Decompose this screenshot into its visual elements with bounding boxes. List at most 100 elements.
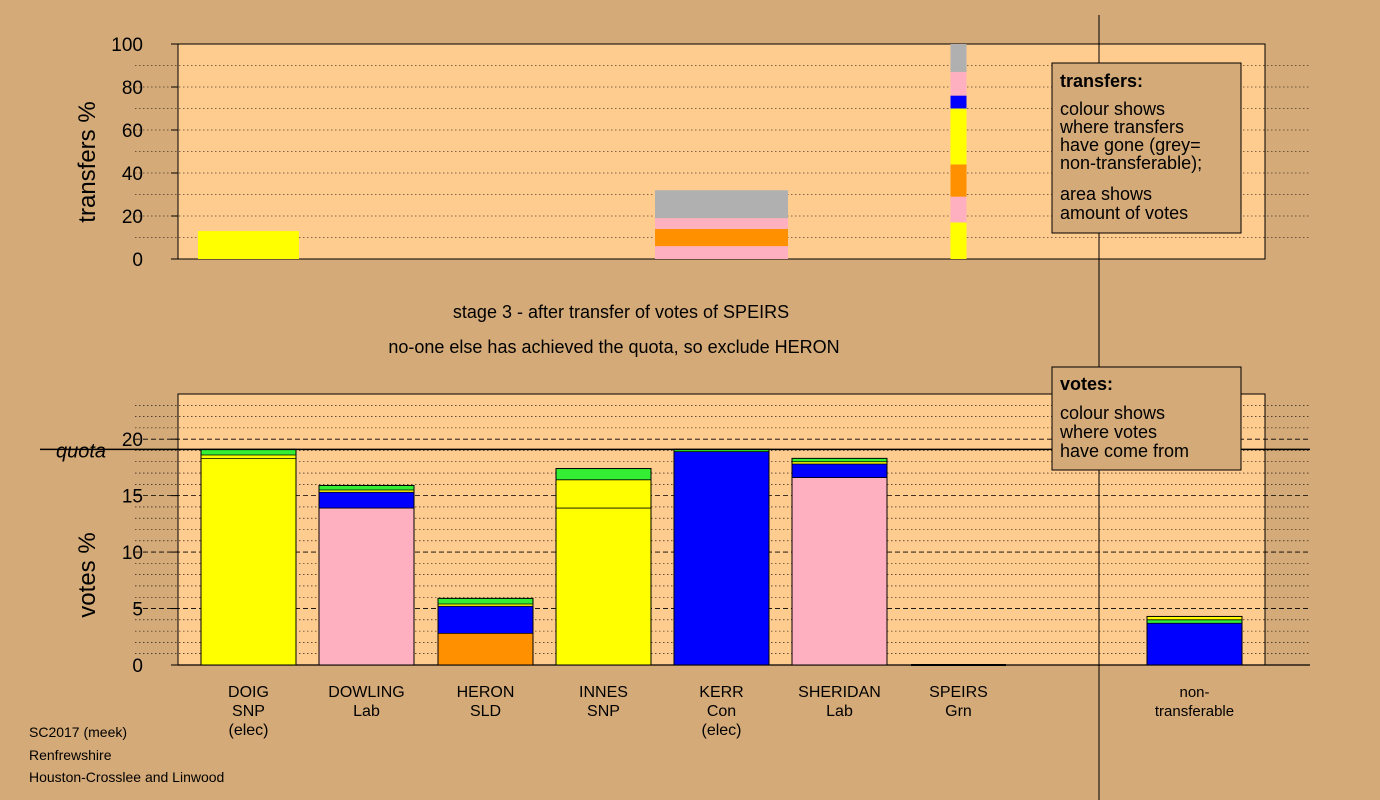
transfers-tick-label: 100	[111, 35, 143, 56]
transfer-segment-snp	[950, 108, 967, 165]
vote-segment-lab	[319, 508, 414, 665]
transfers-bars	[198, 44, 967, 259]
vote-bar	[200, 448, 297, 666]
votes-category-labels: DOIG SNP (elec) DOWLING Lab HERON SLD INNES SNP K…	[228, 684, 1234, 739]
stage-subtitle: no-one else has achieved the quota, so e…	[388, 337, 839, 357]
vote-segment-grn	[556, 468, 651, 480]
vote-segment-grn	[674, 449, 769, 452]
transfer-segment-lab	[655, 246, 788, 259]
footer-council: Renfrewshire	[29, 747, 112, 763]
transfer-segment-con	[950, 95, 967, 109]
votes-tick-label: 10	[122, 543, 143, 564]
vote-segment-snp	[319, 489, 414, 493]
vote-segment-snp	[201, 458, 296, 665]
category-label: DOWLING	[328, 684, 404, 701]
category-label: SLD	[470, 703, 501, 720]
transfers-legend-line: have gone (grey=	[1060, 135, 1201, 155]
transfer-segment-lab	[950, 196, 967, 223]
vote-bar-outline	[555, 468, 652, 666]
transfers-tick-label: 60	[122, 121, 143, 142]
vote-segment-snp	[792, 461, 887, 465]
footer-election: SC2017 (meek)	[29, 724, 127, 740]
vote-bar-outline	[791, 457, 888, 666]
vote-segment-grn	[792, 458, 887, 462]
vote-segment-snp	[556, 508, 651, 665]
votes-tick-label: 0	[132, 656, 143, 677]
vote-segment-snp	[556, 479, 651, 509]
vote-segment-con	[1147, 623, 1242, 665]
votes-bars	[200, 448, 1243, 666]
votes-legend-line: where votes	[1059, 422, 1157, 442]
category-label: Con	[707, 703, 736, 720]
quota-label: quota	[56, 440, 106, 462]
vote-bar-outline	[437, 597, 534, 666]
transfers-legend-line: where transfers	[1059, 117, 1184, 137]
category-label: SHERIDAN	[798, 684, 881, 701]
vote-segment-lab	[792, 477, 887, 665]
transfers-legend-line: amount of votes	[1060, 203, 1188, 223]
votes-tick-label: 15	[122, 487, 143, 508]
transfer-segment-lab	[655, 226, 788, 229]
vote-segment-sld	[438, 633, 533, 665]
transfers-tick-label: 0	[132, 250, 143, 271]
transfers-legend-box	[1051, 62, 1242, 234]
vote-segment-con	[319, 492, 414, 509]
votes-y-ticks: 0 5 10 15 20	[122, 430, 178, 677]
transfers-tick-label: 40	[122, 164, 143, 185]
transfer-segment-sld	[950, 164, 967, 197]
transfers-legend-title: transfers:	[1060, 71, 1143, 91]
transfer-segment-lab	[655, 218, 788, 227]
transfer-segment-lab	[950, 71, 967, 96]
vote-segment-grn	[201, 449, 296, 455]
transfers-legend-line: colour shows	[1060, 99, 1165, 119]
transfers-legend-line: non-transferable);	[1060, 153, 1202, 173]
vote-segment-snp	[1147, 616, 1242, 620]
transfers-y-axis-label: transfers %	[74, 101, 101, 222]
votes-legend-line: colour shows	[1060, 403, 1165, 423]
vote-segment-grn	[319, 485, 414, 490]
votes-y-axis-label: votes %	[74, 532, 101, 617]
category-label: non-	[1179, 684, 1209, 701]
vote-segment-snp	[201, 454, 296, 459]
transfers-y-ticks: 0 20 40 60 80 100	[111, 35, 178, 271]
vote-bar	[437, 597, 534, 666]
transfer-segment-snp	[950, 222, 967, 259]
category-label: SNP	[587, 703, 620, 720]
vote-bar	[673, 448, 770, 666]
vote-bar	[1146, 615, 1243, 666]
category-label: SNP	[232, 703, 265, 720]
stage-title: stage 3 - after transfer of votes of SPE…	[453, 302, 789, 322]
vote-segment-snp	[438, 604, 533, 607]
category-label: (elec)	[228, 722, 268, 739]
transfer-segment-nontransferable	[950, 44, 967, 72]
footer-ward: Houston-Crosslee and Linwood	[29, 769, 224, 785]
category-label: INNES	[579, 684, 628, 701]
vote-bar-outline	[318, 484, 415, 666]
category-label: transferable	[1155, 703, 1234, 720]
votes-tick-label: 5	[132, 600, 143, 621]
votes-tick-label: 20	[122, 430, 143, 451]
transfer-segment-snp	[198, 231, 299, 259]
category-label: Grn	[945, 703, 972, 720]
vote-segment-con	[674, 451, 769, 665]
vote-segment-con	[438, 606, 533, 634]
vote-bar	[791, 457, 888, 666]
vote-bar	[555, 468, 652, 666]
transfer-segment-sld	[655, 228, 788, 247]
votes-legend-box	[1051, 366, 1242, 471]
category-label: Lab	[353, 703, 380, 720]
transfer-segment-nontransferable	[655, 190, 788, 219]
category-label: HERON	[457, 684, 515, 701]
transfers-tick-label: 20	[122, 207, 143, 228]
vote-bar	[318, 484, 415, 666]
vote-segment-grn	[438, 598, 533, 605]
category-label: (elec)	[701, 722, 741, 739]
votes-legend-title: votes:	[1060, 374, 1113, 394]
vote-bar-outline	[1146, 615, 1243, 666]
vote-segment-con	[792, 464, 887, 478]
category-label: DOIG	[228, 684, 269, 701]
